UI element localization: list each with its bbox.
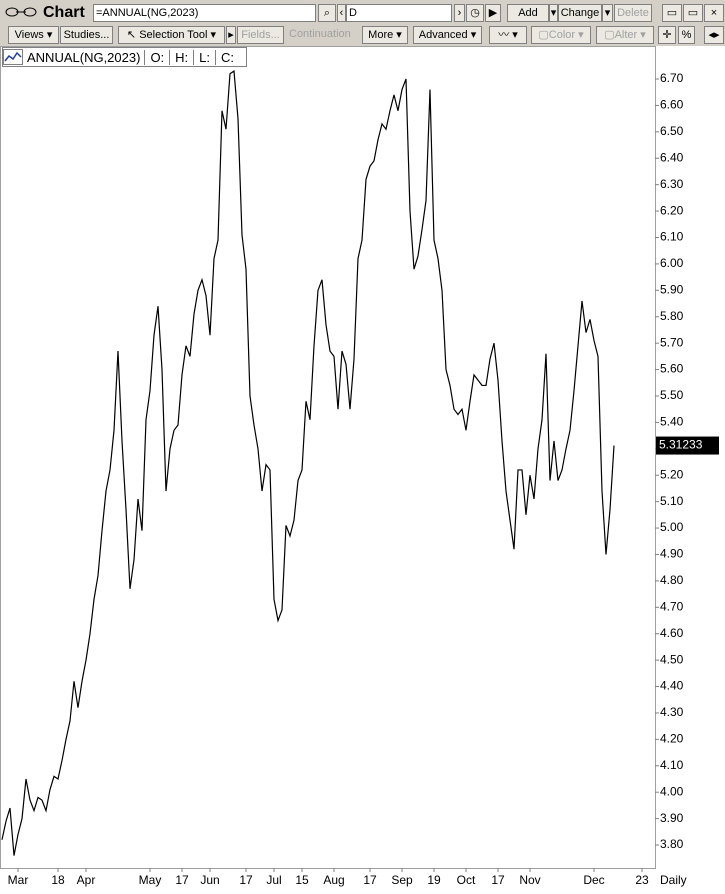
x-tick-label: 17: [491, 873, 505, 887]
icon: [5, 7, 37, 17]
clock-button[interactable]: ◷: [466, 4, 484, 22]
fields-button[interactable]: Fields...: [237, 26, 284, 44]
y-tick-label: 3.80: [660, 837, 684, 851]
dropdown[interactable]: ▾: [602, 4, 613, 22]
x-tick-label: Nov: [519, 873, 540, 887]
delete-button[interactable]: Delete: [614, 4, 652, 22]
y-tick-label: 5.80: [660, 309, 684, 323]
y-tick-label: 4.00: [660, 784, 684, 798]
x-tick-label: 17: [363, 873, 377, 887]
x-tick-label: May: [139, 873, 162, 887]
security-input[interactable]: =ANNUAL(NG,2023): [93, 4, 316, 22]
y-tick-label: 6.20: [660, 203, 684, 217]
y-tick-label: 4.90: [660, 547, 684, 561]
x-tick-label: 23: [635, 873, 649, 887]
period-input[interactable]: D: [346, 4, 452, 22]
y-tick-label: 6.70: [660, 71, 684, 85]
window-button[interactable]: ×: [704, 4, 724, 22]
play-button[interactable]: ▶: [485, 4, 501, 22]
y-tick-label: 5.50: [660, 388, 684, 402]
window-button[interactable]: ▭: [683, 4, 703, 22]
y-tick-label: 6.30: [660, 177, 684, 191]
y-tick-label: 4.20: [660, 732, 684, 746]
y-tick-label: 5.60: [660, 362, 684, 376]
chart: Daily 3.80 3.90 4.00 4.10 4.20 4.30 4.40 4.50 4.…: [0, 46, 725, 894]
x-tick-label: 19: [427, 873, 441, 887]
legend-field: C:: [221, 49, 235, 65]
x-tick-label: 17: [239, 873, 253, 887]
y-tick-label: 4.50: [660, 652, 684, 666]
x-tick-label: Jun: [200, 873, 219, 887]
x-tick-label: Dec: [583, 873, 604, 887]
x-tick-label: Apr: [77, 873, 96, 887]
y-tick-label: 6.60: [660, 98, 684, 112]
legend-field: O:: [145, 49, 171, 65]
label: More: [368, 29, 394, 41]
price-line: [1, 70, 615, 856]
label: Alter: [614, 29, 638, 41]
y-tick-label: 5.70: [660, 335, 684, 349]
selection-tool-button[interactable]: ↖ Selection Tool ▾: [118, 26, 225, 44]
legend-field: L:: [194, 49, 217, 65]
dropdown[interactable]: ▾: [549, 4, 558, 22]
legend-icon: [3, 49, 23, 65]
arrow-button[interactable]: ▸: [226, 26, 236, 44]
window-button[interactable]: ▭: [662, 4, 682, 22]
y-tick-label: 6.00: [660, 256, 684, 270]
x-tick-label: Mar: [8, 873, 29, 887]
y-tick-label: 4.60: [660, 626, 684, 640]
x-tick-label: Jul: [266, 873, 281, 887]
search-button[interactable]: ⌕: [318, 4, 336, 22]
window-title: Chart: [43, 4, 85, 21]
y-tick-label: 5.00: [660, 520, 684, 534]
legend: ANNUAL(NG,2023) O: H: L: C:: [2, 47, 248, 67]
y-tick-label: 3.90: [660, 811, 684, 825]
label: Selection Tool: [139, 29, 208, 41]
add-button[interactable]: Add: [507, 4, 549, 22]
advanced-button[interactable]: Advanced ▾: [413, 26, 482, 44]
alter-button[interactable]: ▢Alter ▾: [596, 26, 654, 44]
x-tick-label: 17: [175, 873, 189, 887]
y-tick-label: 6.50: [660, 124, 684, 138]
x-tick-label: Oct: [457, 873, 476, 887]
line-style-button[interactable]: 〰 ▾: [489, 26, 527, 44]
last-value-label: 5.31233: [659, 438, 703, 452]
x-tick-label: 18: [51, 873, 65, 887]
legend-series: ANNUAL(NG,2023): [23, 49, 146, 65]
y-tick-label: 5.20: [660, 467, 684, 481]
y-tick-label: 6.10: [660, 230, 684, 244]
legend-field: H:: [170, 49, 195, 65]
views-button[interactable]: Views ▾: [8, 26, 59, 44]
y-tick-label: 6.40: [660, 150, 684, 164]
y-tick-label: 4.30: [660, 705, 684, 719]
x-tick-label: Aug: [323, 873, 344, 887]
y-tick-label: 4.70: [660, 599, 684, 613]
y-tick-label: 4.80: [660, 573, 684, 587]
more-button[interactable]: More ▾: [362, 26, 408, 44]
last-value-box: [656, 436, 719, 455]
periodicity-label: Daily: [660, 873, 687, 887]
studies-button[interactable]: Studies...: [60, 26, 113, 44]
y-tick-label: 4.10: [660, 758, 684, 772]
y-tick-label: 5.10: [660, 494, 684, 508]
y-tick-label: 5.40: [660, 415, 684, 429]
percent-button[interactable]: %: [678, 26, 695, 44]
label: Color: [548, 29, 576, 41]
crosshair-button[interactable]: ✛: [658, 26, 676, 44]
scroll-button[interactable]: ◂▸: [704, 26, 724, 44]
change-button[interactable]: Change: [558, 4, 602, 22]
forward-button[interactable]: ›: [454, 4, 465, 22]
x-tick-label: Sep: [391, 873, 413, 887]
plot-frame: [0, 46, 656, 869]
label: Views: [14, 29, 44, 41]
x-tick-label: 15: [295, 873, 309, 887]
back-button[interactable]: ‹: [337, 4, 346, 22]
continuation-button[interactable]: Continuation: [289, 28, 351, 40]
y-tick-label: 4.40: [660, 679, 684, 693]
window-icon: [4, 6, 40, 18]
label: Advanced: [418, 29, 468, 41]
color-button[interactable]: ▢Color ▾: [531, 26, 591, 44]
y-tick-label: 5.90: [660, 283, 684, 297]
